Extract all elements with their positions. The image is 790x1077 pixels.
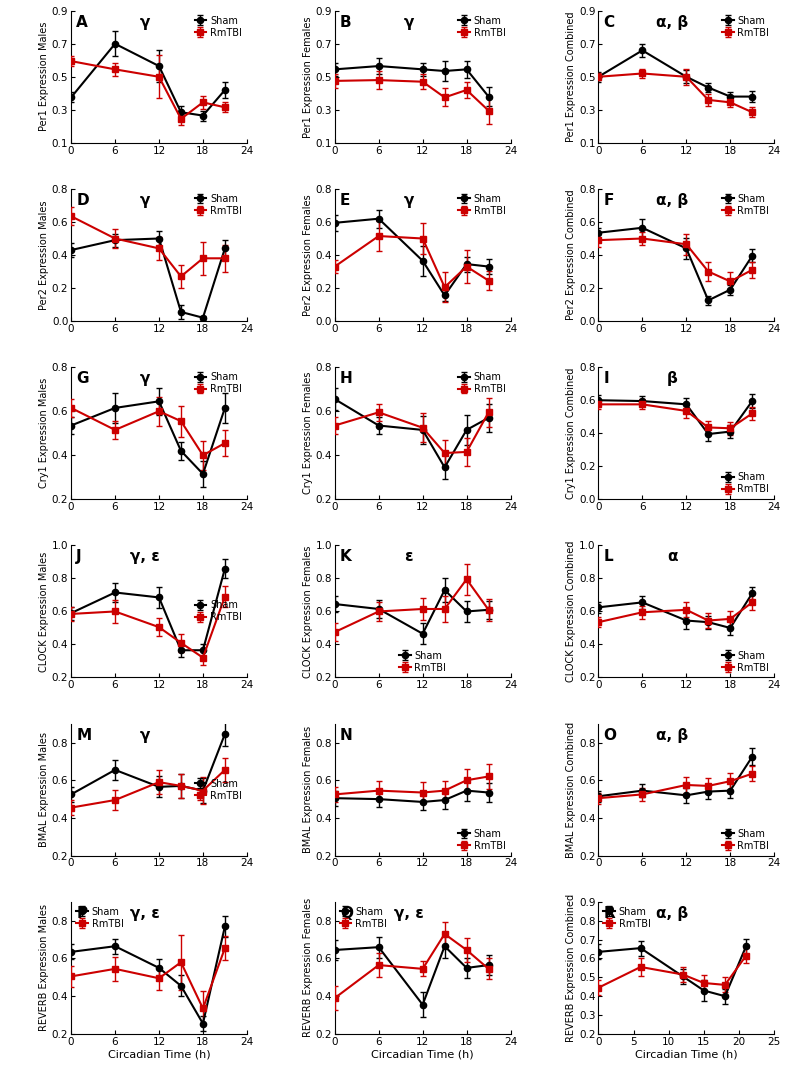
Text: α, β: α, β bbox=[656, 906, 688, 921]
Text: γ: γ bbox=[140, 372, 150, 387]
Legend: Sham, RmTBI: Sham, RmTBI bbox=[193, 14, 244, 40]
Text: H: H bbox=[340, 372, 353, 387]
Text: I: I bbox=[604, 372, 609, 387]
Text: ε: ε bbox=[404, 549, 413, 564]
Y-axis label: Cry1 Expression Females: Cry1 Expression Females bbox=[303, 372, 313, 494]
Legend: Sham, RmTBI: Sham, RmTBI bbox=[720, 648, 771, 674]
Legend: Sham, RmTBI: Sham, RmTBI bbox=[720, 192, 771, 218]
Text: γ: γ bbox=[140, 728, 150, 743]
Y-axis label: Per1 Expression Males: Per1 Expression Males bbox=[39, 23, 49, 131]
Y-axis label: CLOCK Expression Combined: CLOCK Expression Combined bbox=[566, 541, 577, 682]
Text: E: E bbox=[340, 193, 351, 208]
Legend: Sham, RmTBI: Sham, RmTBI bbox=[720, 827, 771, 853]
Text: N: N bbox=[340, 728, 353, 743]
Legend: Sham, RmTBI: Sham, RmTBI bbox=[457, 192, 508, 218]
Legend: Sham, RmTBI: Sham, RmTBI bbox=[720, 471, 771, 496]
Text: C: C bbox=[604, 15, 615, 30]
Text: α, β: α, β bbox=[656, 193, 688, 208]
Y-axis label: BMAL Expression Females: BMAL Expression Females bbox=[303, 726, 313, 853]
Text: F: F bbox=[604, 193, 614, 208]
Y-axis label: REVERB Expression Females: REVERB Expression Females bbox=[303, 898, 313, 1037]
X-axis label: Circadian Time (h): Circadian Time (h) bbox=[635, 1049, 738, 1060]
Y-axis label: Per1 Expression Females: Per1 Expression Females bbox=[303, 16, 313, 138]
Legend: Sham, RmTBI: Sham, RmTBI bbox=[193, 370, 244, 396]
Text: O: O bbox=[604, 728, 617, 743]
Text: γ, ε: γ, ε bbox=[130, 549, 160, 564]
Y-axis label: REVERB Expression Males: REVERB Expression Males bbox=[39, 905, 49, 1032]
Text: Q: Q bbox=[340, 906, 353, 921]
Text: J: J bbox=[77, 549, 82, 564]
Y-axis label: Per2 Expression Females: Per2 Expression Females bbox=[303, 194, 313, 316]
Legend: Sham, RmTBI: Sham, RmTBI bbox=[457, 14, 508, 40]
Legend: Sham, RmTBI: Sham, RmTBI bbox=[74, 905, 126, 931]
Text: K: K bbox=[340, 549, 352, 564]
Y-axis label: BMAL Expression Combined: BMAL Expression Combined bbox=[566, 722, 577, 857]
Legend: Sham, RmTBI: Sham, RmTBI bbox=[601, 905, 653, 931]
Legend: Sham, RmTBI: Sham, RmTBI bbox=[457, 827, 508, 853]
Text: A: A bbox=[77, 15, 88, 30]
Text: γ, ε: γ, ε bbox=[393, 906, 423, 921]
Y-axis label: Cry1 Expression Combined: Cry1 Expression Combined bbox=[566, 367, 577, 499]
Text: P: P bbox=[77, 906, 88, 921]
Text: β: β bbox=[667, 372, 678, 387]
Legend: Sham, RmTBI: Sham, RmTBI bbox=[397, 648, 448, 674]
Y-axis label: Per1 Expression Combined: Per1 Expression Combined bbox=[566, 12, 577, 142]
Y-axis label: REVERB Expression Combined: REVERB Expression Combined bbox=[566, 894, 577, 1041]
Text: γ: γ bbox=[404, 15, 414, 30]
Legend: Sham, RmTBI: Sham, RmTBI bbox=[193, 599, 244, 625]
Legend: Sham, RmTBI: Sham, RmTBI bbox=[337, 905, 389, 931]
Text: L: L bbox=[604, 549, 613, 564]
Text: M: M bbox=[77, 728, 92, 743]
Legend: Sham, RmTBI: Sham, RmTBI bbox=[720, 14, 771, 40]
Y-axis label: Cry1 Expression Males: Cry1 Expression Males bbox=[39, 378, 49, 488]
Text: G: G bbox=[77, 372, 88, 387]
Text: B: B bbox=[340, 15, 352, 30]
Y-axis label: CLOCK Expression Males: CLOCK Expression Males bbox=[39, 551, 49, 672]
Text: D: D bbox=[77, 193, 89, 208]
Legend: Sham, RmTBI: Sham, RmTBI bbox=[193, 192, 244, 218]
Y-axis label: BMAL Expression Males: BMAL Expression Males bbox=[39, 732, 49, 848]
X-axis label: Circadian Time (h): Circadian Time (h) bbox=[107, 1049, 210, 1060]
Text: γ: γ bbox=[140, 193, 150, 208]
Legend: Sham, RmTBI: Sham, RmTBI bbox=[457, 370, 508, 396]
Text: α: α bbox=[667, 549, 678, 564]
Text: γ: γ bbox=[140, 15, 150, 30]
Text: γ, ε: γ, ε bbox=[130, 906, 160, 921]
Y-axis label: Per2 Expression Combined: Per2 Expression Combined bbox=[566, 190, 577, 320]
Text: α, β: α, β bbox=[656, 728, 688, 743]
Text: R: R bbox=[604, 906, 615, 921]
Y-axis label: Per2 Expression Males: Per2 Expression Males bbox=[39, 200, 49, 310]
Legend: Sham, RmTBI: Sham, RmTBI bbox=[193, 777, 244, 802]
X-axis label: Circadian Time (h): Circadian Time (h) bbox=[371, 1049, 474, 1060]
Text: γ: γ bbox=[404, 193, 414, 208]
Text: α, β: α, β bbox=[656, 15, 688, 30]
Y-axis label: CLOCK Expression Females: CLOCK Expression Females bbox=[303, 545, 313, 677]
